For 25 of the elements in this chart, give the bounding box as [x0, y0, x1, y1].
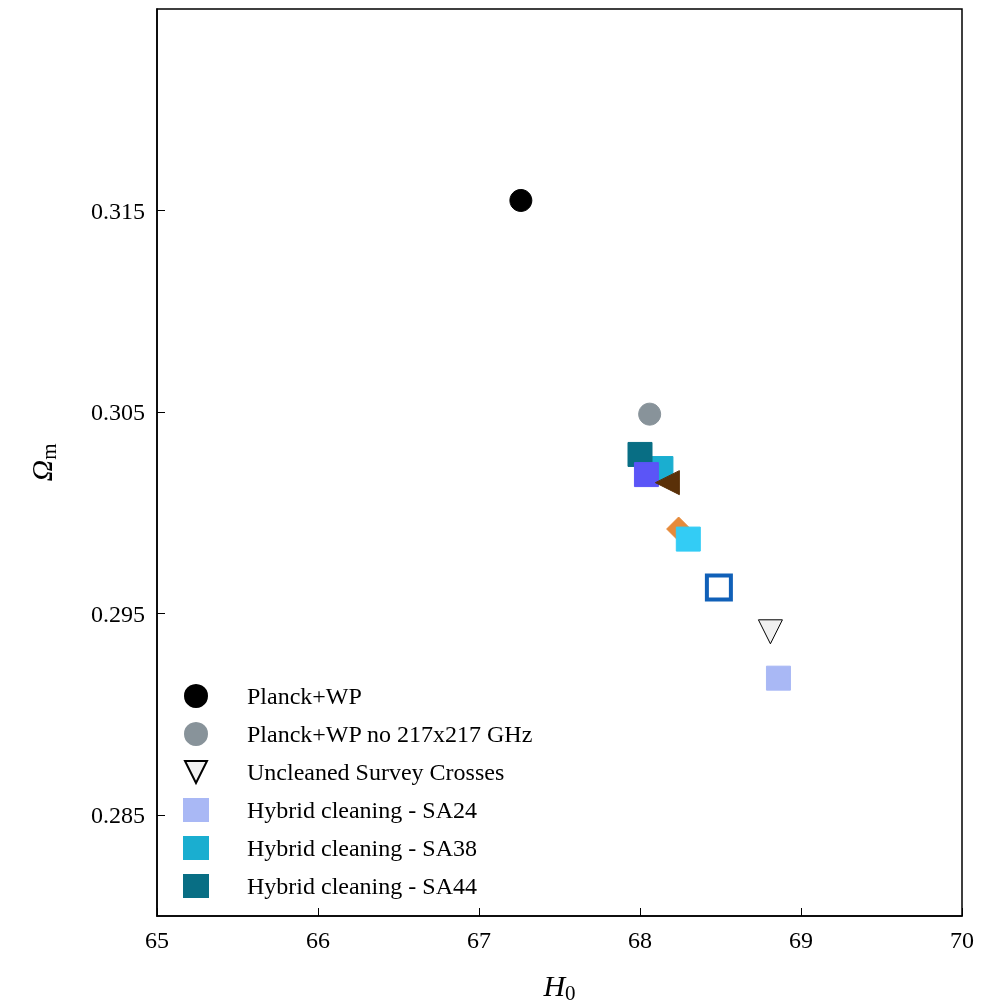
x-tick-label: 67 — [467, 927, 491, 953]
legend-label: Uncleaned Survey Crosses — [247, 759, 505, 785]
x-tick-label: 65 — [145, 927, 169, 953]
legend-label: Hybrid cleaning - SA24 — [247, 797, 477, 823]
point — [704, 573, 733, 602]
y-tick-label: 0.305 — [91, 399, 145, 426]
x-tick-label: 70 — [950, 927, 974, 953]
point — [765, 665, 791, 691]
legend-label: Planck+WP no 217x217 GHz — [247, 721, 533, 747]
y-tick-label: 0.285 — [91, 802, 145, 829]
y-axis-title: Ωm — [25, 443, 61, 482]
legend-label: Planck+WP — [247, 683, 362, 709]
legend-label: Hybrid cleaning - SA44 — [247, 873, 477, 899]
point — [509, 188, 533, 212]
point — [638, 402, 662, 426]
point — [675, 526, 701, 552]
legend-label: Hybrid cleaning - SA38 — [247, 835, 477, 861]
point — [654, 470, 680, 496]
y-tick-label: 0.315 — [91, 197, 145, 224]
x-tick-label: 66 — [306, 927, 330, 953]
y-tick-label: 0.295 — [91, 600, 145, 627]
x-tick-label: 68 — [628, 927, 652, 953]
x-tick-label: 69 — [789, 927, 813, 953]
point — [757, 619, 783, 645]
point — [633, 462, 659, 488]
